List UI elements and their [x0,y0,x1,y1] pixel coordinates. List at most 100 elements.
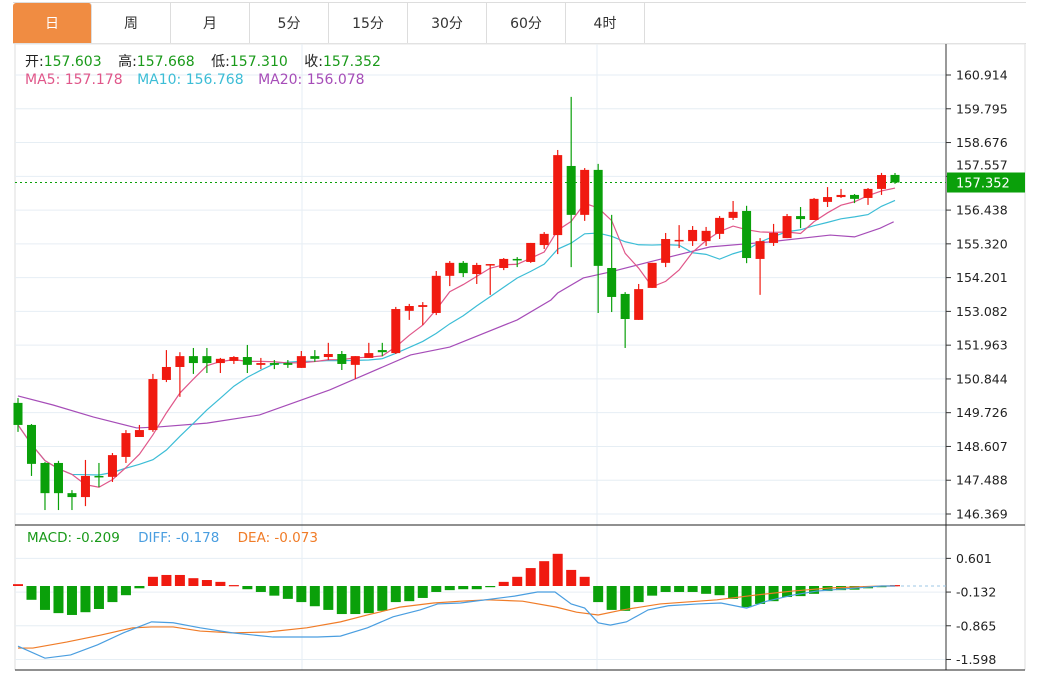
candle-up [688,229,698,242]
tab-4hour[interactable]: 4时 [566,3,645,43]
candle-up [431,275,441,313]
tab-5min[interactable]: 5分 [250,3,329,43]
macd-bar [485,586,496,588]
candle-down [242,357,252,365]
candle-up [782,216,792,239]
candle-up [175,356,185,367]
macd-bar [444,586,455,591]
macd-bar [525,568,536,586]
y-tick-label: 148.607 [956,439,1008,454]
ma20-value: MA20: 156.078 [258,72,365,88]
candle-down [26,424,36,464]
y-tick-label: 147.488 [956,473,1008,488]
y-tick-label: 156.438 [956,203,1008,218]
macd-bar [660,586,671,592]
candle-up [350,356,360,365]
macd-bar [701,586,712,594]
tab-30min[interactable]: 30分 [408,3,487,43]
candle-up [418,305,428,307]
candle-down [890,174,900,183]
macd-bar [498,581,509,586]
tab-week[interactable]: 周 [92,3,171,43]
candle-down [850,194,860,199]
candle-down [337,354,347,364]
candle-up [539,233,549,246]
macd-y-tick-label: -0.132 [956,585,996,600]
tab-month[interactable]: 月 [171,3,250,43]
current-price-label: 157.352 [956,177,1010,192]
macd-bar [13,584,23,586]
macd-bar [269,586,280,596]
macd-bar [431,586,442,592]
macd-bar [795,586,806,597]
macd-bar [458,586,469,590]
candle-up [364,353,374,358]
candle-up [809,198,819,220]
macd-bar [674,586,685,592]
candle-up [499,258,509,268]
candle-up [647,262,657,288]
tab-60min[interactable]: 60分 [487,3,566,43]
y-tick-label: 158.676 [956,135,1008,150]
candle-down [53,462,63,494]
candle-up [256,363,266,365]
macd-bar [309,586,320,607]
candle-up [634,289,644,320]
candle-up [229,357,239,361]
candle-up [877,175,887,189]
candle-up [445,262,455,276]
y-tick-label: 149.726 [956,405,1008,420]
candle-down [377,350,387,353]
macd-info: MACD: -0.209 DIFF: -0.178 DEA: -0.073 [27,530,318,546]
ma20-line [17,221,894,429]
macd-bar [53,586,64,614]
macd-bar [39,586,50,610]
candle-up [107,455,117,477]
ma10-value: MA10: 156.768 [137,72,244,88]
y-tick-label: 154.201 [956,270,1008,285]
candle-up [472,264,482,275]
macd-bar [282,586,293,599]
macd-bar [174,574,185,586]
tab-15min[interactable]: 15分 [329,3,408,43]
macd-bar [390,586,401,603]
macd-bar [215,581,226,586]
diff-value: DIFF: -0.178 [138,530,220,546]
candle-up [769,232,779,243]
macd-bar [26,586,37,600]
macd-bar [539,561,550,586]
diff-line [17,585,895,659]
candle-down [202,356,212,364]
candle-up [580,169,590,215]
candle-up [701,230,711,242]
tab-day[interactable]: 日 [13,3,92,43]
y-tick-label: 150.844 [956,371,1008,386]
candle-up [836,194,846,198]
macd-value: MACD: -0.209 [27,530,120,546]
macd-bar [134,586,145,589]
open-value: 157.603 [43,54,102,70]
candle-down [283,363,293,365]
candle-up [863,188,873,198]
macd-bar [147,576,158,586]
candle-down [458,262,468,274]
candle-up [391,309,401,354]
high-value: 157.668 [136,54,195,70]
candle-up [134,430,144,438]
candle-down [310,356,320,359]
macd-y-tick-label: -1.598 [956,652,996,667]
macd-bar [593,586,604,603]
macd-bar [188,578,199,586]
candle-up [296,356,306,368]
candle-down [796,216,806,220]
ma5-line [17,187,896,488]
candle-down [40,462,50,494]
candle-up [161,366,171,380]
candle-up [148,379,158,431]
macd-bar [633,586,644,603]
macd-bar [647,586,658,596]
y-tick-label: 159.795 [956,101,1008,116]
dea-value: DEA: -0.073 [237,530,318,546]
y-tick-label: 153.082 [956,304,1008,319]
